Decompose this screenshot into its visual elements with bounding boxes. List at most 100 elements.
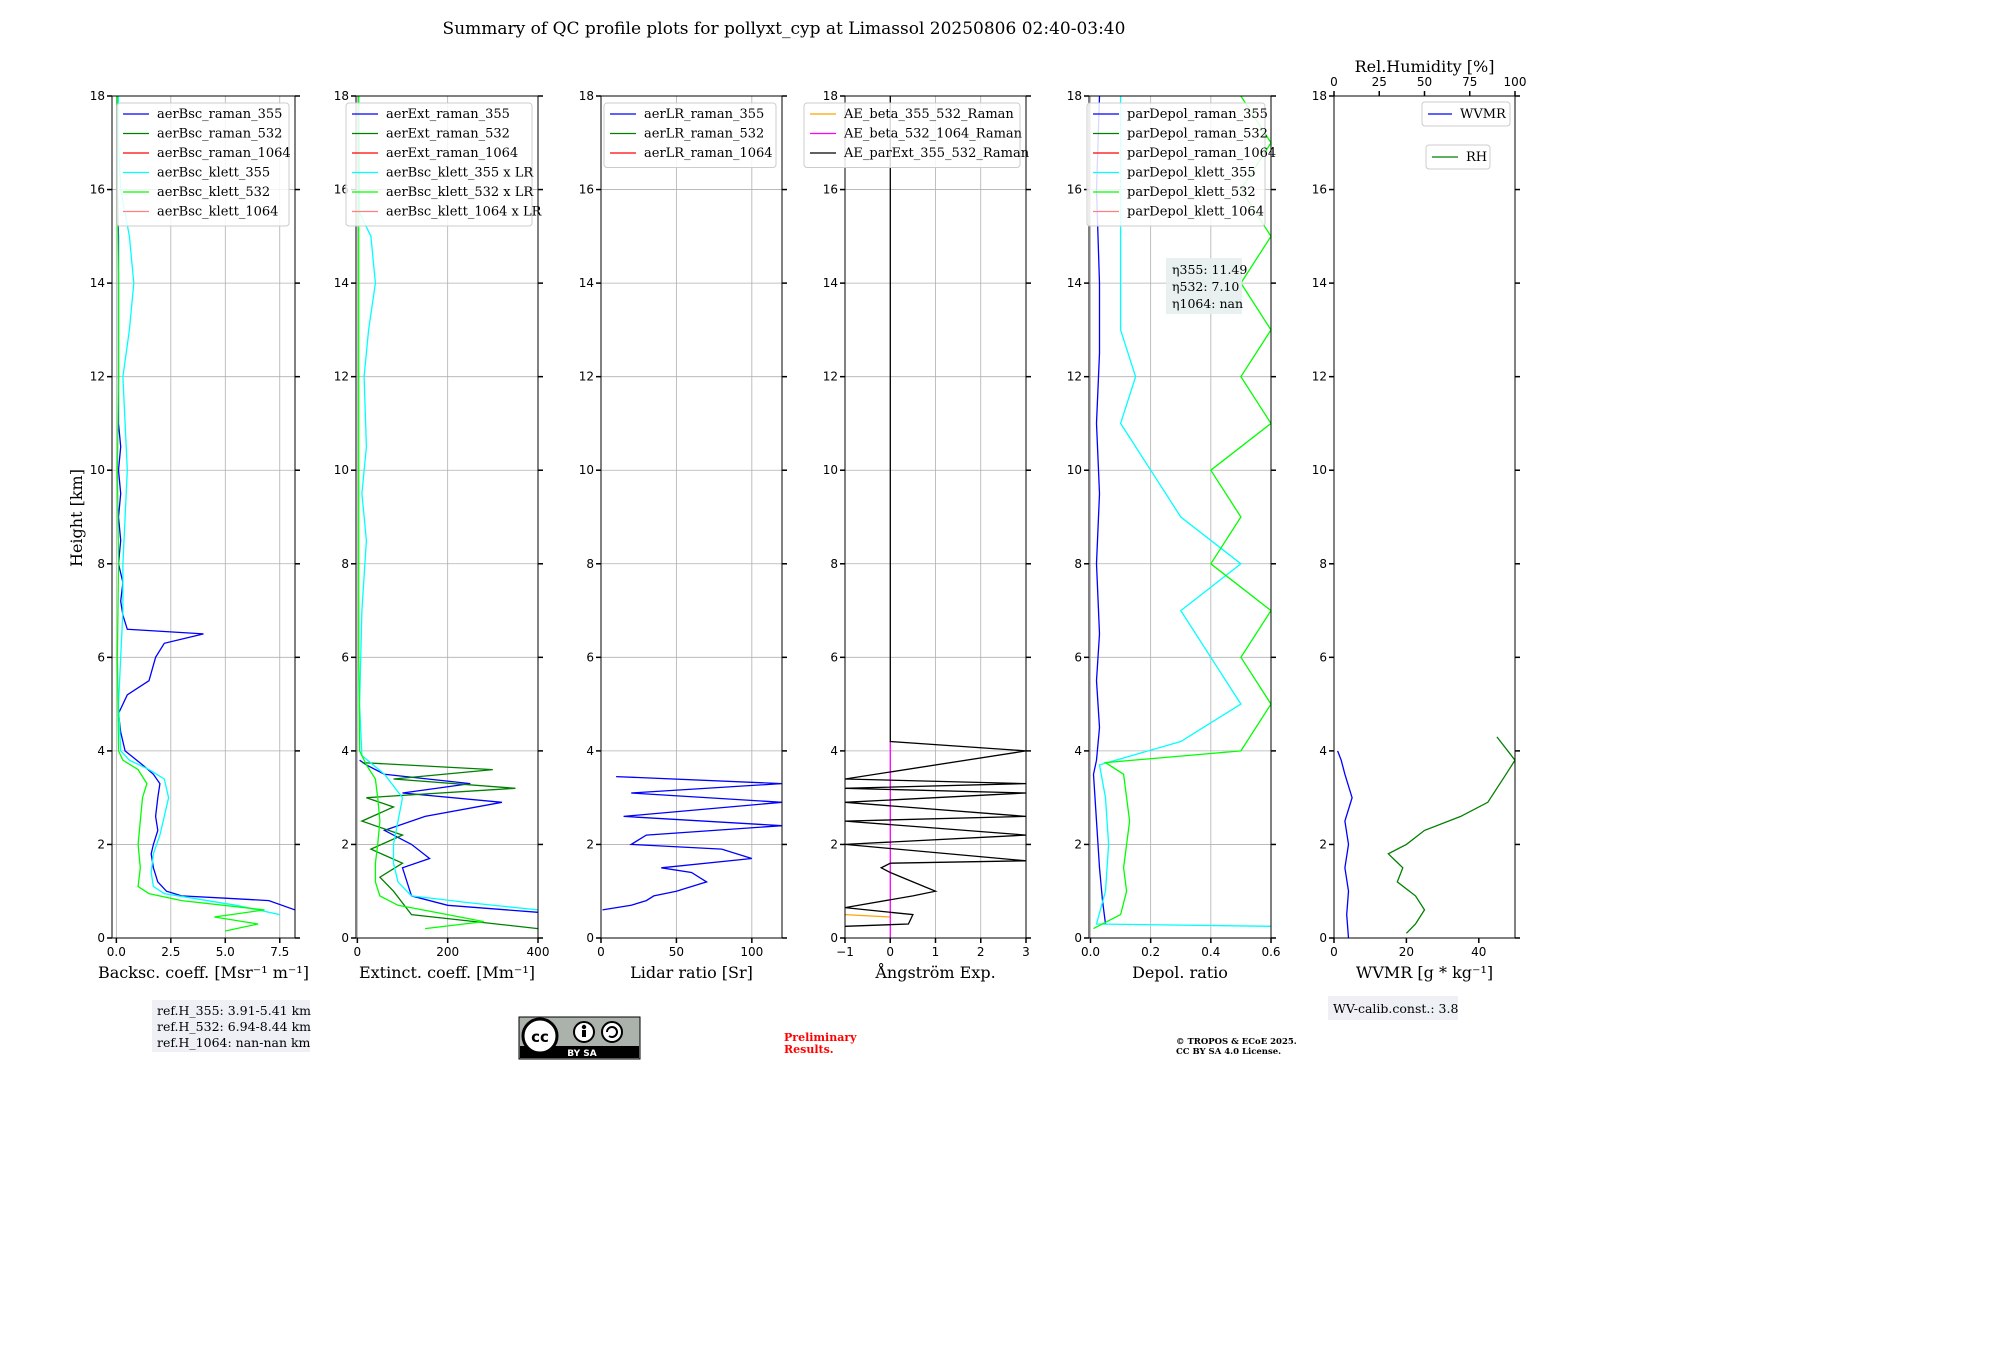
legend-box	[803, 102, 1021, 168]
y-tick-label: 10	[823, 463, 838, 477]
legend-label: RH	[1466, 150, 1487, 165]
y-tick-label: 18	[1312, 89, 1327, 103]
series-group	[1092, 96, 1271, 930]
legend: aerLR_raman_355 aerLR_raman_532 aerLR_rama…	[603, 102, 777, 168]
y-tick-label: 6	[586, 650, 594, 664]
x-tick-label: 0.6	[1261, 945, 1280, 959]
legend-wvmr: WVMR	[1421, 101, 1511, 127]
figure-title: Summary of QC profile plots for pollyxt_…	[443, 19, 1126, 39]
y-tick-label: 18	[823, 89, 838, 103]
series-line-AE_beta_355_532_Raman	[845, 913, 891, 918]
annotation-line: η355: 11.49	[1172, 262, 1247, 277]
legend-box	[345, 102, 533, 227]
y-tick-label: 16	[90, 183, 105, 197]
y-tick-label: 18	[1067, 89, 1082, 103]
legend-label: aerLR_raman_355	[644, 107, 764, 122]
axes-frame	[1088, 95, 1272, 939]
x-axis-label: Ångström Exp.	[874, 962, 995, 982]
ref-height-line: ref.H_355: 3.91-5.41 km	[157, 1003, 311, 1018]
qc-profile-figure: Summary of QC profile plots for pollyxt_…	[67, 19, 1526, 1060]
y-tick-label: 10	[579, 463, 594, 477]
y-tick-label: 0	[97, 931, 105, 945]
calibration-annotation: η355: 11.49 η532: 7.10 η1064: nan	[1166, 258, 1247, 314]
y-axis-label: Height [km]	[67, 469, 86, 567]
legend: aerBsc_raman_355 aerBsc_raman_532 aerBsc_r…	[116, 102, 291, 227]
x-axis-label: Lidar ratio [Sr]	[630, 963, 753, 982]
y-tick-label: 8	[586, 557, 594, 571]
legend-label: parDepol_klett_532	[1127, 185, 1256, 200]
axes-frame	[600, 95, 783, 939]
axes-frame	[111, 95, 296, 939]
legend-rh: RH	[1425, 144, 1491, 170]
y-tick-label: 16	[334, 183, 349, 197]
series-group	[845, 96, 1026, 938]
x-tick-label: 40	[1471, 945, 1486, 959]
y-tick-label: 8	[341, 557, 349, 571]
preliminary-note: Results.	[784, 1043, 834, 1056]
legend-label: parDepol_raman_1064	[1127, 146, 1276, 161]
annotation-line: η532: 7.10	[1172, 279, 1239, 294]
legend-label: aerExt_raman_1064	[386, 146, 518, 161]
x-tick-label: 0	[354, 945, 362, 959]
legend-label: aerBsc_klett_532	[157, 185, 270, 200]
y-tick-label: 2	[1074, 837, 1082, 851]
y-tick-label: 4	[97, 744, 105, 758]
y-tick-label: 4	[1074, 744, 1082, 758]
ref-height-line: ref.H_1064: nan-nan km	[157, 1035, 311, 1050]
y-tick-label: 6	[1074, 650, 1082, 664]
series-line-parDepol_klett_532	[1093, 96, 1271, 930]
legend-label: AE_beta_532_1064_Raman	[843, 127, 1023, 142]
panel-5: 0 2 4 6 8 10 12 14 16 18 0.0 0.2 0.4 0.6 Depol. ratio p…	[1067, 89, 1281, 982]
x-tick-label: 20	[1399, 945, 1414, 959]
x-tick-label: 7.5	[270, 945, 289, 959]
legend-box	[1421, 101, 1511, 127]
y-tick-label: 12	[1312, 370, 1327, 384]
x-tick-label: 100	[740, 945, 763, 959]
x-tick-label: 0	[886, 945, 894, 959]
y-tick-label: 14	[579, 276, 594, 290]
x-axis-label: Backsc. coeff. [Msr⁻¹ m⁻¹]	[98, 963, 309, 982]
legend-label: aerBsc_klett_355	[157, 166, 270, 181]
legend-label: parDepol_raman_355	[1127, 107, 1268, 122]
y-tick-label: 10	[1312, 463, 1327, 477]
series-line-aerBsc_klett_532 x LR	[358, 96, 484, 930]
legend-label: parDepol_raman_532	[1127, 127, 1268, 142]
y-tick-label: 6	[830, 650, 838, 664]
cc-badge-text: BY SA	[567, 1049, 597, 1059]
legend-box	[116, 102, 290, 227]
legend-label: aerBsc_klett_1064	[157, 205, 278, 220]
x-tick-label: 0.2	[1141, 945, 1160, 959]
y-tick-label: 10	[1067, 463, 1082, 477]
y-tick-label: 0	[1074, 931, 1082, 945]
y-tick-label: 12	[90, 370, 105, 384]
y-tick-label: 2	[830, 837, 838, 851]
copyright-note: CC BY SA 4.0 License.	[1176, 1047, 1281, 1057]
y-tick-label: 4	[341, 744, 349, 758]
y-tick-label: 12	[334, 370, 349, 384]
series-line-parDepol_raman_355	[1092, 96, 1107, 925]
ref-height-line: ref.H_532: 6.94-8.44 km	[157, 1019, 311, 1034]
axes-frame	[1333, 95, 1516, 939]
x-axis-label: Depol. ratio	[1132, 963, 1228, 982]
legend-label: WVMR	[1460, 107, 1507, 122]
y-tick-label: 16	[823, 183, 838, 197]
annotation-box	[1166, 258, 1242, 314]
preliminary-note: Preliminary	[784, 1031, 857, 1044]
y-tick-label: 4	[586, 744, 594, 758]
x-tick-label: 0	[597, 945, 605, 959]
series-line-WVMR	[1336, 750, 1353, 938]
legend-label: AE_parExt_355_532_Raman	[843, 146, 1030, 161]
y-tick-label: 8	[1074, 557, 1082, 571]
y-tick-label: 12	[579, 370, 594, 384]
x2-tick-label: 75	[1462, 75, 1477, 89]
y-tick-label: 2	[341, 837, 349, 851]
x-tick-label: 0.4	[1201, 945, 1220, 959]
legend-label: aerBsc_raman_1064	[157, 146, 291, 161]
legend-box	[1086, 102, 1266, 227]
legend-label: aerBsc_klett_1064 x LR	[386, 205, 543, 220]
x-tick-label: −1	[836, 945, 854, 959]
x-tick-label: 1	[932, 945, 940, 959]
x-tick-label: 200	[436, 945, 459, 959]
x-tick-label: 5.0	[216, 945, 235, 959]
legend-label: aerBsc_raman_355	[157, 107, 282, 122]
